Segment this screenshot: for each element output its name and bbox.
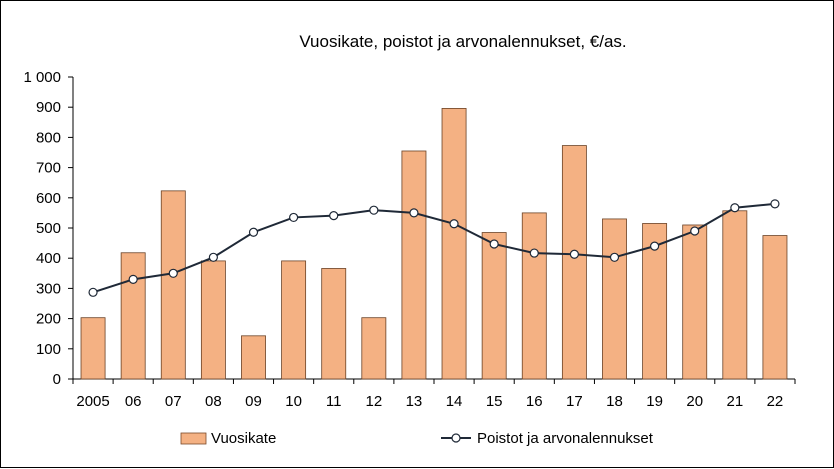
x-tick-label: 13 xyxy=(406,393,423,410)
line-poistot xyxy=(92,202,776,294)
bar-vuosikate xyxy=(281,260,307,380)
x-tick-label: 17 xyxy=(566,393,583,410)
x-tick-label: 2005 xyxy=(76,393,109,410)
legend-label-poistot: Poistot ja arvonalennukset xyxy=(477,430,654,447)
x-tick-label: 22 xyxy=(767,393,784,410)
y-tick-label: 700 xyxy=(36,160,61,177)
bar-vuosikate xyxy=(682,224,708,380)
point-poistot xyxy=(208,252,218,262)
y-tick-label: 600 xyxy=(36,190,61,207)
point-poistot xyxy=(369,205,379,215)
point-poistot xyxy=(449,219,459,229)
bar-vuosikate xyxy=(321,268,347,380)
point-poistot xyxy=(489,239,499,249)
x-tick-label: 18 xyxy=(606,393,623,410)
point-poistot xyxy=(88,287,98,297)
point-poistot xyxy=(409,208,419,218)
y-tick-label: 400 xyxy=(36,250,61,267)
bar-vuosikate xyxy=(441,108,467,380)
bar-vuosikate xyxy=(521,212,547,380)
bar-vuosikate xyxy=(241,335,266,380)
x-tick-label: 16 xyxy=(526,393,543,410)
bar-vuosikate xyxy=(602,218,627,380)
x-tick-label: 20 xyxy=(686,393,703,410)
legend-marker-poistot xyxy=(451,433,461,443)
legend-swatch-vuosikate xyxy=(180,432,207,445)
y-tick-label: 800 xyxy=(36,129,61,146)
chart-title: Vuosikate, poistot ja arvonalennukset, €… xyxy=(299,32,626,51)
point-poistot xyxy=(650,241,660,251)
point-poistot xyxy=(168,268,178,278)
y-tick-label: 0 xyxy=(53,371,61,388)
plot-area: 0 100 200 300 400 500 600 700 800 900 1 000 2005 06 0… xyxy=(23,69,796,410)
x-tick-label: 15 xyxy=(486,393,503,410)
x-tick-label: 14 xyxy=(446,393,463,410)
y-tick-label: 100 xyxy=(36,341,61,358)
legend-label-vuosikate: Vuosikate xyxy=(211,430,276,447)
x-tick-label: 09 xyxy=(245,393,262,410)
y-tick-label: 1 000 xyxy=(23,69,61,86)
y-tick-label: 900 xyxy=(36,99,61,116)
x-tick-label: 08 xyxy=(205,393,222,410)
point-poistot xyxy=(529,248,539,258)
point-poistot xyxy=(289,212,299,223)
y-tick-label: 500 xyxy=(36,220,61,237)
bar-vuosikate xyxy=(200,260,226,380)
x-tick-label: 21 xyxy=(726,393,743,410)
bar-vuosikate xyxy=(722,210,748,380)
x-tick-label: 19 xyxy=(646,393,663,410)
bar-vuosikate xyxy=(80,317,106,380)
x-tick-label: 06 xyxy=(125,393,142,410)
bar-vuosikate xyxy=(120,252,146,380)
bar-vuosikate xyxy=(762,235,788,380)
legend: Vuosikate Poistot ja arvonalennukset xyxy=(180,430,654,447)
point-poistot xyxy=(770,199,780,209)
bar-vuosikate xyxy=(561,145,587,380)
point-poistot xyxy=(690,226,700,236)
x-tick-label: 07 xyxy=(165,393,182,410)
x-tick-label: 11 xyxy=(326,393,342,410)
bar-vuosikate xyxy=(361,317,387,380)
bar-vuosikate xyxy=(481,232,507,380)
y-tick-label: 300 xyxy=(36,280,61,297)
y-tick-label: 200 xyxy=(36,311,61,328)
point-poistot xyxy=(329,211,339,221)
x-tick-label: 10 xyxy=(285,393,302,410)
x-tick-label: 12 xyxy=(365,393,382,410)
point-poistot xyxy=(609,252,620,262)
point-poistot xyxy=(128,274,138,284)
point-poistot xyxy=(730,203,740,213)
bar-vuosikate xyxy=(160,190,186,380)
bar-vuosikate xyxy=(401,150,427,380)
point-poistot xyxy=(248,227,259,237)
point-poistot xyxy=(569,249,579,259)
